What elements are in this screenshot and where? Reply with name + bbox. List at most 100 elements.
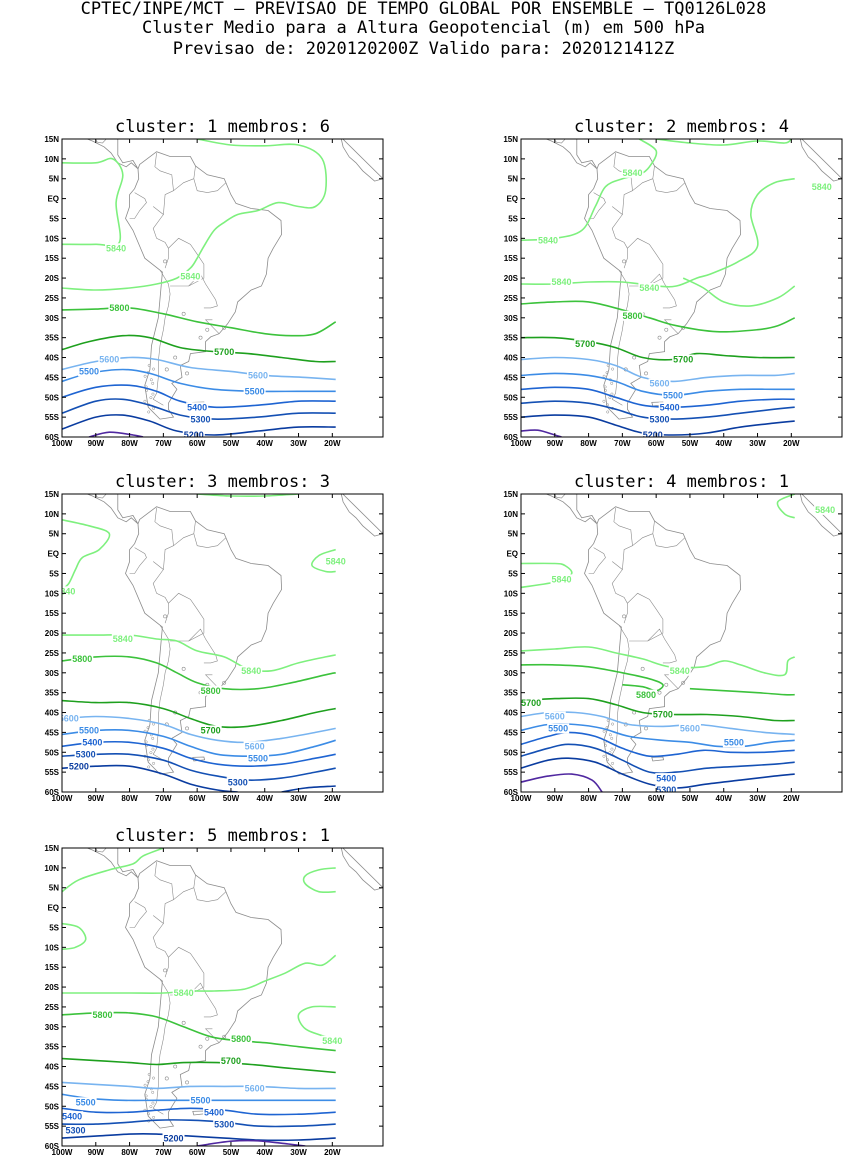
contour-line bbox=[62, 699, 336, 729]
contour-line bbox=[62, 398, 336, 420]
contour-line bbox=[62, 1133, 336, 1142]
axes: 15N10N5NEQ5S10S15S20S25S30S35S40S45S50S5… bbox=[44, 135, 383, 448]
contour-line bbox=[521, 743, 795, 774]
contour-line bbox=[521, 429, 562, 437]
lat-tick-label: EQ bbox=[47, 550, 59, 559]
lon-tick-label: 20W bbox=[783, 794, 800, 803]
contour-line bbox=[62, 655, 336, 691]
lon-tick-label: 80W bbox=[121, 794, 138, 803]
lon-tick-label: 60W bbox=[189, 1148, 206, 1157]
lon-tick-label: 30W bbox=[749, 794, 766, 803]
contour-label: 5840 bbox=[552, 575, 572, 585]
contour-label: 5840 bbox=[326, 557, 346, 567]
map-panel-3: cluster: 3 membros: 3 5840 5840 5840 5800 584… bbox=[44, 472, 384, 803]
lat-tick-label: 35S bbox=[45, 334, 60, 343]
lat-tick-label: EQ bbox=[47, 195, 59, 204]
lat-tick-label: 60S bbox=[45, 433, 60, 442]
contour-label: 5300 bbox=[191, 414, 211, 424]
contour-line bbox=[62, 384, 336, 409]
contour-label: 5400 bbox=[656, 773, 676, 783]
lat-tick-label: 55S bbox=[45, 1122, 60, 1131]
lon-tick-label: 80W bbox=[580, 794, 597, 803]
lat-tick-label: 10N bbox=[44, 510, 59, 519]
lat-tick-label: 60S bbox=[45, 788, 60, 797]
lat-tick-label: 35S bbox=[504, 334, 519, 343]
lat-tick-label: 35S bbox=[45, 689, 60, 698]
lat-tick-label: 40S bbox=[45, 709, 60, 718]
lat-tick-label: 40S bbox=[504, 354, 519, 363]
lat-tick-label: 15S bbox=[504, 609, 519, 618]
lat-tick-label: 15N bbox=[503, 490, 518, 499]
map-area: 5840 5840 5840 5800 5700 5700 5600 5500 5600 5500… bbox=[521, 494, 842, 792]
lat-tick-label: 15N bbox=[44, 844, 59, 853]
geopotential-contours bbox=[62, 848, 337, 1146]
lat-tick-label: 5S bbox=[49, 214, 59, 223]
lon-tick-label: 40W bbox=[257, 439, 274, 448]
panel-title: cluster: 3 membros: 3 bbox=[115, 472, 330, 492]
contour-label: 5800 bbox=[201, 686, 221, 696]
axes: 15N10N5NEQ5S10S15S20S25S30S35S40S45S50S5… bbox=[503, 135, 842, 448]
lat-tick-label: 30S bbox=[504, 669, 519, 678]
contour-label: 5840 bbox=[812, 182, 832, 192]
lat-tick-label: 30S bbox=[504, 314, 519, 323]
contour-label: 5700 bbox=[214, 347, 234, 357]
map-area: 5840 5840 5840 5840 5840 5800 5700 5700 56005500… bbox=[521, 139, 842, 437]
contour-label: 5400 bbox=[62, 1111, 82, 1121]
lat-tick-label: 25S bbox=[45, 294, 60, 303]
contour-label: 5500 bbox=[191, 1096, 211, 1106]
lon-tick-label: 100W bbox=[52, 794, 73, 803]
contour-label: 5840 bbox=[180, 271, 200, 281]
map-panel-1: cluster: 1 membros: 6 5840 5840 5800 5700 560… bbox=[44, 117, 384, 448]
lon-tick-label: 70W bbox=[155, 439, 172, 448]
lat-tick-label: 40S bbox=[504, 709, 519, 718]
contour-label: 5800 bbox=[622, 311, 642, 321]
contour-label: 5700 bbox=[653, 710, 673, 720]
axes: 15N10N5NEQ5S10S15S20S25S30S35S40S45S50S5… bbox=[44, 844, 383, 1157]
country-borders bbox=[553, 494, 686, 761]
contour-label: 5300 bbox=[214, 1119, 234, 1129]
lon-tick-label: 30W bbox=[290, 1148, 307, 1157]
lat-tick-label: 10S bbox=[504, 234, 519, 243]
lat-tick-label: 10N bbox=[44, 864, 59, 873]
contour-label: 5200 bbox=[184, 430, 204, 440]
lon-tick-label: 90W bbox=[88, 1148, 105, 1157]
country-borders bbox=[94, 139, 227, 406]
lon-tick-label: 50W bbox=[223, 439, 240, 448]
lat-tick-label: 25S bbox=[504, 294, 519, 303]
lat-tick-label: 50S bbox=[504, 393, 519, 402]
contour-label: 5840 bbox=[538, 236, 558, 246]
lat-tick-label: 50S bbox=[45, 748, 60, 757]
lat-tick-label: 45S bbox=[45, 373, 60, 382]
contour-line bbox=[62, 752, 336, 781]
lat-tick-label: 45S bbox=[504, 373, 519, 382]
contour-line bbox=[521, 177, 795, 288]
contour-label: 5840 bbox=[55, 587, 75, 597]
contour-label: 5400 bbox=[204, 1107, 224, 1117]
country-borders bbox=[94, 494, 227, 761]
contour-line bbox=[88, 431, 144, 437]
lon-tick-label: 50W bbox=[223, 794, 240, 803]
lon-tick-label: 70W bbox=[155, 794, 172, 803]
contour-line bbox=[521, 139, 658, 242]
contour-line bbox=[62, 729, 336, 758]
contour-line bbox=[62, 414, 336, 436]
map-panel-4: cluster: 4 membros: 1 5840 5840 5840 5800 570… bbox=[503, 472, 843, 803]
lat-tick-label: 15N bbox=[503, 135, 518, 144]
lat-tick-label: 5N bbox=[508, 175, 518, 184]
contour-label: 5840 bbox=[622, 168, 642, 178]
contour-line bbox=[776, 494, 796, 519]
contour-label: 5840 bbox=[815, 505, 835, 515]
lat-tick-label: 45S bbox=[45, 1082, 60, 1091]
lat-tick-label: 5S bbox=[49, 923, 59, 932]
map-panel-5: cluster: 5 membros: 1 5840 5800 5840 5800 570… bbox=[44, 826, 384, 1157]
contour-line bbox=[62, 764, 238, 792]
lat-tick-label: 55S bbox=[504, 413, 519, 422]
lon-tick-label: 90W bbox=[88, 439, 105, 448]
contour-line bbox=[311, 548, 336, 573]
contour-label: 5500 bbox=[245, 387, 265, 397]
contour-line bbox=[197, 494, 299, 498]
contour-label: 5200 bbox=[69, 761, 89, 771]
contour-line bbox=[62, 922, 87, 951]
contour-line bbox=[62, 715, 336, 744]
